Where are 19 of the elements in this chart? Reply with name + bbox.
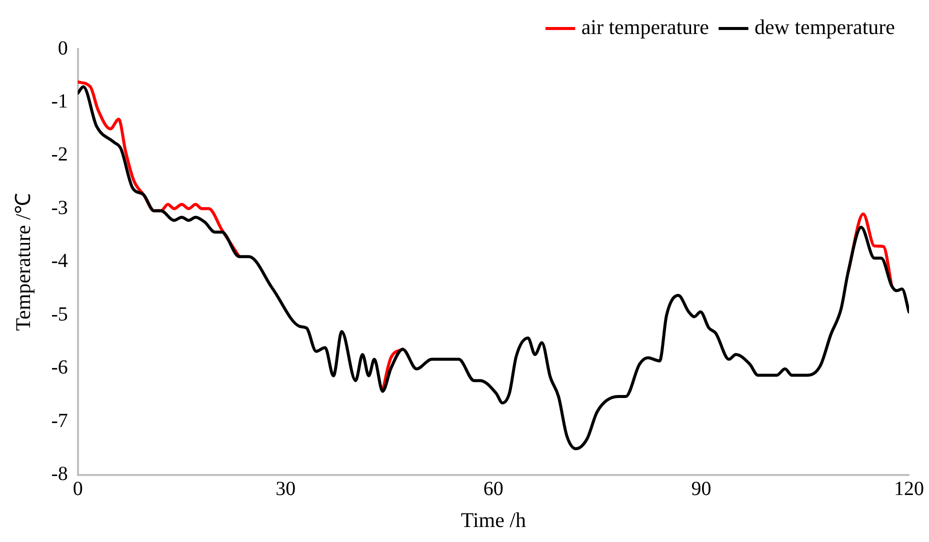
legend-label: air temperature [581,15,709,40]
y-tick-label: -2 [51,144,68,166]
y-tick-label: -7 [51,410,68,432]
x-axis-title: Time /h [460,508,527,532]
y-tick-label: -8 [51,463,68,486]
legend-label: dew temperature [754,15,896,40]
y-tick-label: -4 [51,250,68,272]
y-tick-label: -3 [51,196,68,219]
x-tick-label: 120 [894,478,924,500]
y-tick-label: -1 [51,90,68,112]
line-series [78,85,909,450]
x-tick-label: 90 [691,478,712,500]
x-tick-label: 60 [483,478,504,500]
y-tick-label: 0 [58,37,68,60]
y-axis-title: Temperature /℃ [11,192,36,331]
x-tick-label: 30 [276,478,296,500]
x-tick-label: 0 [72,478,83,500]
y-tick-label: -6 [51,356,68,379]
y-tick-label: -5 [51,303,68,326]
